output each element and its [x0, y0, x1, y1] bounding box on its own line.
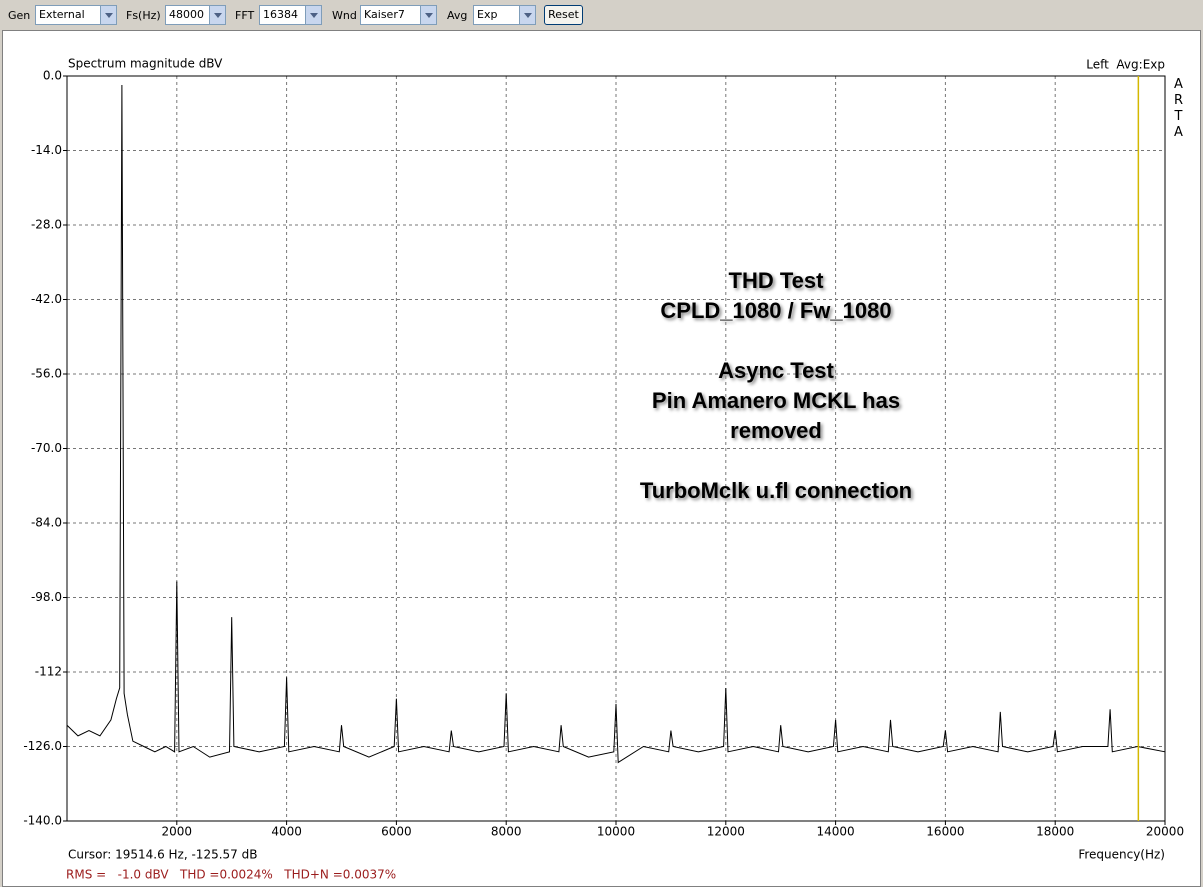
annotation: Pin Amanero MCKL has — [652, 388, 900, 413]
control-label: Gen — [8, 9, 31, 22]
y-tick-label: -112 — [35, 665, 62, 679]
y-tick-label: -14.0 — [31, 143, 62, 157]
control-label: FFT — [235, 9, 255, 22]
chart-title: Spectrum magnitude dBV — [68, 57, 223, 71]
y-tick-label: -70.0 — [31, 441, 62, 455]
dropdown-arrow[interactable] — [209, 6, 225, 24]
dropdown[interactable]: Kaiser7 — [360, 5, 437, 25]
y-tick-label: -140.0 — [23, 814, 62, 828]
x-tick-label: 12000 — [707, 825, 745, 839]
annotation: Async Test — [718, 358, 834, 383]
x-tick-label: 14000 — [817, 825, 855, 839]
channel-label: Left Avg:Exp — [1086, 58, 1165, 72]
y-tick-label: -28.0 — [31, 218, 62, 232]
dropdown[interactable]: Exp — [473, 5, 536, 25]
dropdown-arrow[interactable] — [100, 6, 116, 24]
x-tick-label: 16000 — [926, 825, 964, 839]
watermark: ARTA — [1171, 77, 1186, 141]
x-tick-label: 2000 — [162, 825, 193, 839]
dropdown[interactable]: 16384 — [259, 5, 322, 25]
y-tick-label: -42.0 — [31, 292, 62, 306]
x-tick-label: 8000 — [491, 825, 522, 839]
dropdown-value: Kaiser7 — [364, 8, 405, 21]
cursor-readout: Cursor: 19514.6 Hz, -125.57 dB — [68, 848, 257, 862]
x-tick-label: 10000 — [597, 825, 635, 839]
annotation: CPLD_1080 / Fw_1080 — [660, 298, 891, 323]
annotation: removed — [730, 418, 822, 443]
x-tick-label: 6000 — [381, 825, 412, 839]
dropdown-arrow[interactable] — [519, 6, 535, 24]
control-label: Fs(Hz) — [126, 9, 161, 22]
toolbar: Gen External Fs(Hz) 48000 FFT 16384 Wnd Kaiser7… — [0, 0, 1203, 30]
dropdown[interactable]: External — [35, 5, 117, 25]
annotation: THD Test — [729, 268, 825, 293]
y-tick-label: -98.0 — [31, 590, 62, 604]
chart-panel — [2, 30, 1201, 887]
plot-frame — [66, 75, 1166, 822]
x-axis-label: Frequency(Hz) — [1078, 848, 1165, 862]
control-label: Wnd — [332, 9, 357, 22]
y-tick-label: 0.0 — [43, 69, 62, 83]
x-tick-label: 18000 — [1036, 825, 1074, 839]
reset-button[interactable]: Reset — [544, 5, 583, 25]
y-tick-label: -126.0 — [23, 739, 62, 753]
annotation: TurboMclk u.fl connection — [640, 478, 912, 503]
dropdown-value: External — [39, 8, 85, 21]
dropdown-value: Exp — [477, 8, 498, 21]
dropdown-value: 16384 — [263, 8, 298, 21]
dropdown[interactable]: 48000 — [165, 5, 226, 25]
dropdown-arrow[interactable] — [305, 6, 321, 24]
y-tick-label: -84.0 — [31, 516, 62, 530]
measurements: RMS = -1.0 dBV THD =0.0024% THD+N =0.003… — [66, 868, 396, 882]
dropdown-arrow[interactable] — [420, 6, 436, 24]
x-tick-label: 20000 — [1146, 825, 1184, 839]
control-label: Avg — [447, 9, 468, 22]
x-tick-label: 4000 — [271, 825, 302, 839]
y-tick-label: -56.0 — [31, 367, 62, 381]
dropdown-value: 48000 — [169, 8, 204, 21]
spectrum-line — [66, 85, 1166, 764]
